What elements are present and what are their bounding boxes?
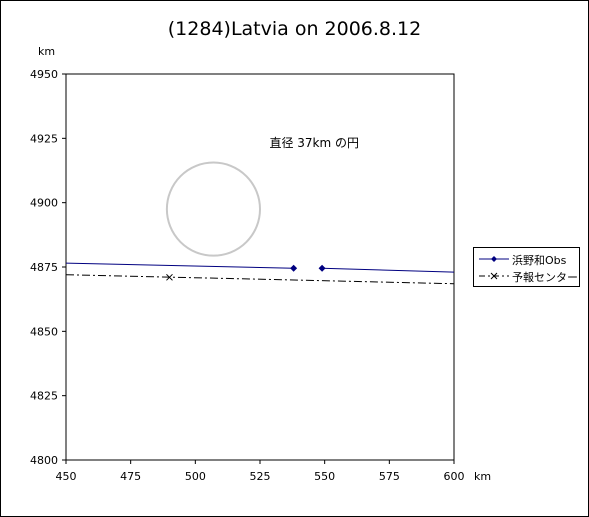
y-tick-label: 4800 <box>30 454 58 467</box>
forecast-marker <box>166 273 173 281</box>
y-tick-label: 4900 <box>30 197 58 210</box>
plot-area <box>65 73 455 461</box>
y-tick-label: 4925 <box>30 132 58 145</box>
chart-title: (1284)Latvia on 2006.8.12 <box>167 18 422 40</box>
legend-item-hamano: 浜野和Obs <box>474 251 579 267</box>
x-tick-label: 500 <box>185 470 206 483</box>
diameter-circle <box>165 161 262 257</box>
x-tick-label: 600 <box>444 470 465 483</box>
x-tick-label: 525 <box>250 470 271 483</box>
circle-annotation: 直径 37km の円 <box>269 136 359 150</box>
legend-swatch-hamano <box>479 256 509 262</box>
hamano-obs-marker <box>318 264 326 272</box>
x-tick-label: 475 <box>120 470 141 483</box>
y-tick-label: 4875 <box>30 261 58 274</box>
x-axis-label: km <box>474 470 492 483</box>
legend-swatch-forecast <box>479 272 509 280</box>
legend-label-hamano: 浜野和Obs <box>512 254 567 267</box>
legend: 浜野和Obs 予報センター <box>473 247 580 287</box>
legend-item-forecast: 予報センター <box>474 268 579 284</box>
hamano-obs-line <box>322 267 455 273</box>
y-tick-label: 4850 <box>30 325 58 338</box>
y-tick-label: 4950 <box>30 68 58 81</box>
x-tick-label: 450 <box>56 470 77 483</box>
x-tick-label: 550 <box>314 470 335 483</box>
legend-label-forecast: 予報センター <box>512 271 578 284</box>
forecast-line <box>65 274 455 285</box>
hamano-obs-marker <box>290 264 298 272</box>
hamano-obs-line <box>65 262 294 269</box>
y-axis-label: km <box>38 45 56 58</box>
y-tick-label: 4825 <box>30 390 58 403</box>
x-tick-label: 575 <box>379 470 400 483</box>
